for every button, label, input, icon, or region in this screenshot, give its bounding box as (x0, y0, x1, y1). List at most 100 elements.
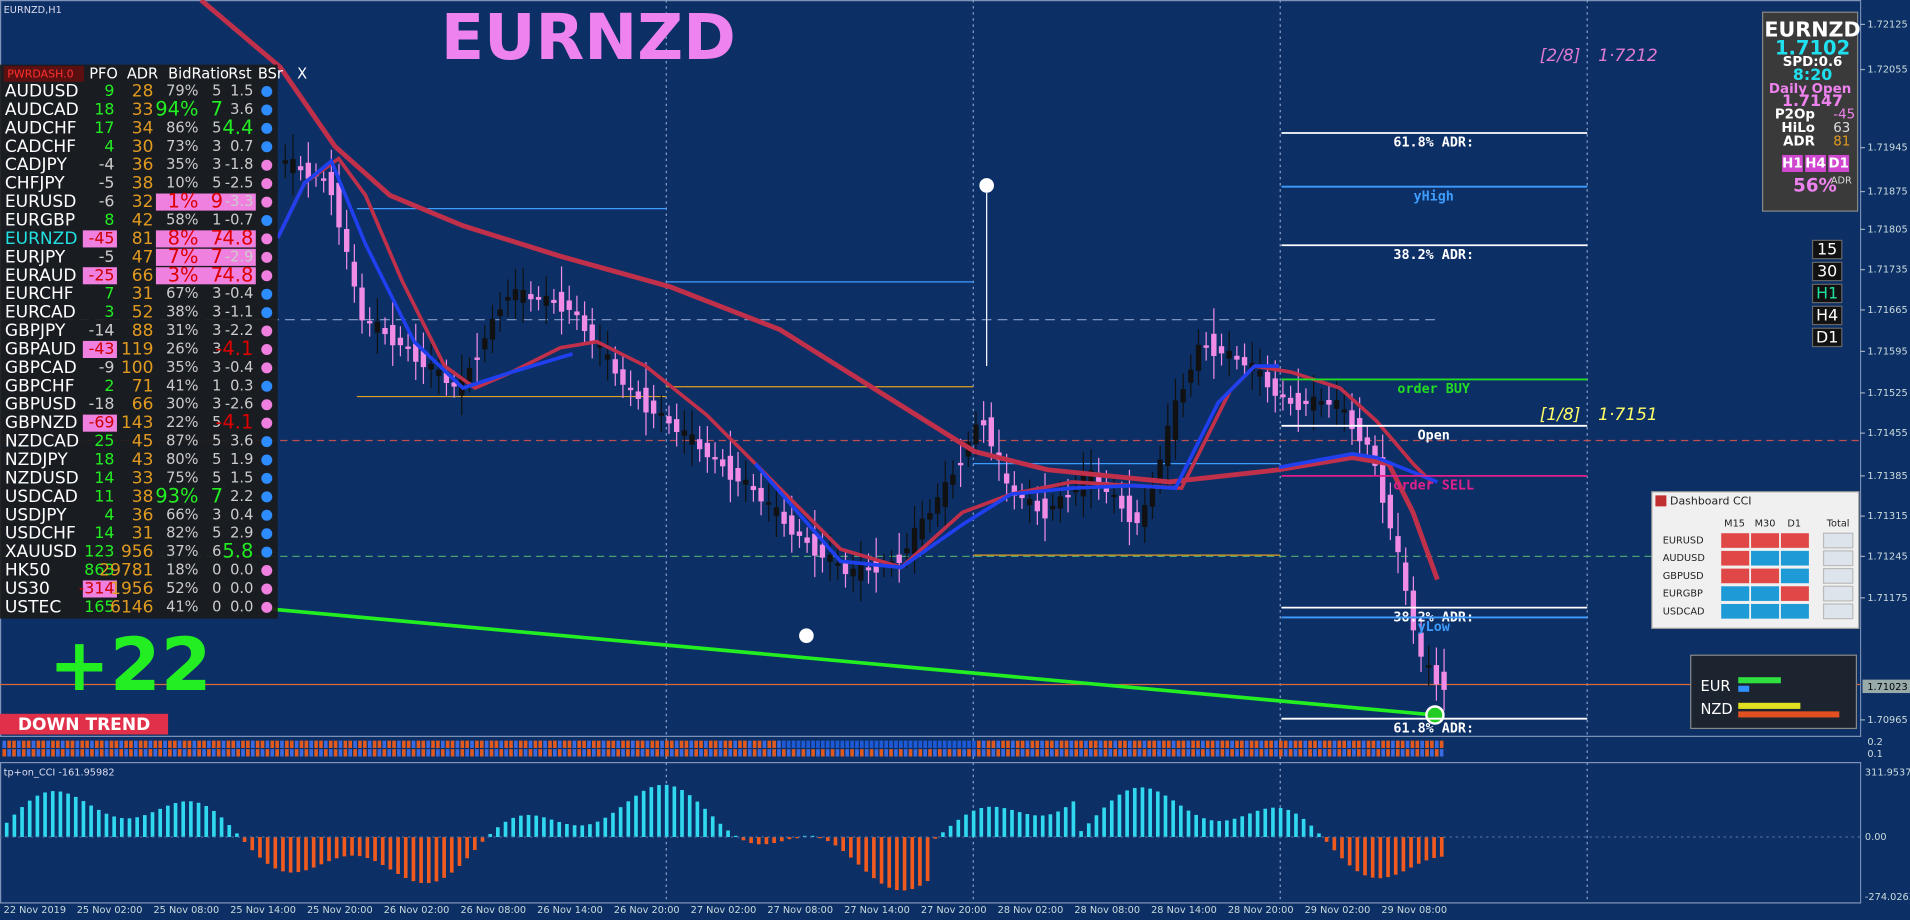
pfo: 3 (104, 302, 114, 321)
strip-cell (236, 749, 240, 757)
strip-cell (270, 740, 275, 748)
strip-cell (172, 740, 177, 748)
cci-dash-total (1822, 567, 1854, 584)
candle (635, 391, 641, 399)
cci-bar (173, 803, 178, 838)
bsr: 0.0 (230, 580, 253, 597)
strip-cell (362, 749, 367, 757)
strip-cell (124, 749, 128, 757)
strip-cell (1259, 749, 1264, 757)
bid-ratio: 35% (166, 156, 199, 173)
strip-cell (553, 740, 557, 748)
rst: 0 (212, 562, 221, 579)
cci-bar (219, 817, 224, 838)
timeframe-button[interactable] (1811, 283, 1843, 304)
dashboard-bg (0, 64, 278, 619)
cci-dash-header: Total (1826, 518, 1850, 529)
candle (413, 343, 419, 362)
strip-cell (738, 749, 742, 757)
strip-cell (421, 749, 426, 757)
candle (1234, 355, 1240, 360)
cci-bar (250, 837, 255, 851)
level-label: 61.8% ADR: (1393, 136, 1474, 151)
strip-cell (694, 740, 698, 748)
adr: 6146 (110, 597, 153, 617)
timeframe-button[interactable] (1811, 305, 1843, 326)
status-dot (261, 122, 273, 134)
strip-cell (621, 749, 625, 757)
bsr: -4.1 (215, 337, 253, 360)
cci-bar (81, 801, 86, 838)
strip-cell (294, 749, 299, 757)
symbol: CHFJPY (5, 174, 65, 194)
strip-cell (309, 749, 314, 757)
strip-cell (450, 749, 455, 757)
strip-cell (669, 749, 674, 757)
strip-cell (1230, 740, 1234, 748)
time-label: 26 Nov 14:00 (537, 905, 603, 916)
cci-bar (726, 830, 730, 838)
strip-cell (937, 740, 942, 748)
pfo: -5 (99, 173, 115, 192)
strip-cell (314, 749, 318, 757)
rst: 3 (212, 285, 221, 302)
strip-cell (1069, 740, 1074, 748)
cci-bar (1102, 807, 1106, 838)
price-label: 1.71735 (1867, 265, 1907, 276)
cci-axis-label: -274.0263 (1865, 892, 1910, 903)
strip-cell (626, 740, 630, 748)
candle (443, 372, 450, 384)
strip-cell (1176, 740, 1181, 748)
timeframe-button[interactable] (1811, 261, 1843, 282)
marker (799, 628, 814, 644)
candle (865, 567, 872, 571)
strip-cell (1430, 749, 1434, 757)
strip-cell (168, 749, 172, 757)
strip-cell (650, 749, 655, 757)
strip-cell (1405, 740, 1410, 748)
cci-bar (680, 790, 684, 838)
strip-cell (1303, 740, 1308, 748)
strip-cell (616, 740, 621, 748)
strip-cell (372, 740, 377, 748)
cci-bar (1033, 815, 1037, 838)
strip-cell (1317, 740, 1322, 748)
cci-bar (1010, 809, 1014, 838)
strip-cell (1142, 749, 1147, 757)
strip-cell (1064, 749, 1069, 757)
strip-cell (255, 749, 260, 757)
strip-cell (143, 749, 148, 757)
strip-cell (582, 740, 586, 748)
timeframe-button[interactable] (1811, 239, 1843, 260)
strip-cell (952, 749, 957, 757)
strip-cell (840, 740, 845, 748)
strength-bar (1738, 685, 1750, 692)
cci-bar (618, 807, 623, 838)
strip-cell (387, 740, 392, 748)
candle (712, 457, 718, 460)
adr: 66 (132, 266, 154, 286)
cci-bar (166, 805, 170, 838)
dashboard-name: PWRDASH.0 (7, 67, 73, 80)
candle (620, 369, 626, 385)
strip-cell (12, 749, 16, 757)
info-symbol: EURNZD (1764, 17, 1860, 41)
strip-cell (918, 740, 923, 748)
strip-cell (572, 740, 577, 748)
candle (934, 497, 941, 514)
cci-bar (503, 821, 508, 838)
timeframe-button[interactable] (1811, 327, 1843, 348)
candle (566, 300, 572, 310)
candle (405, 346, 411, 349)
adr: 100 (121, 358, 154, 378)
strip-cell (401, 740, 406, 748)
status-dot (261, 509, 273, 521)
status-dot (261, 380, 273, 392)
strip-cell (1244, 749, 1249, 757)
cci-bar (979, 808, 984, 838)
symbol: XAUUSD (5, 542, 77, 562)
strip-cell (260, 749, 265, 757)
strip-cell (1371, 740, 1376, 748)
strip-cell (75, 740, 80, 748)
strip-cell (31, 749, 36, 757)
